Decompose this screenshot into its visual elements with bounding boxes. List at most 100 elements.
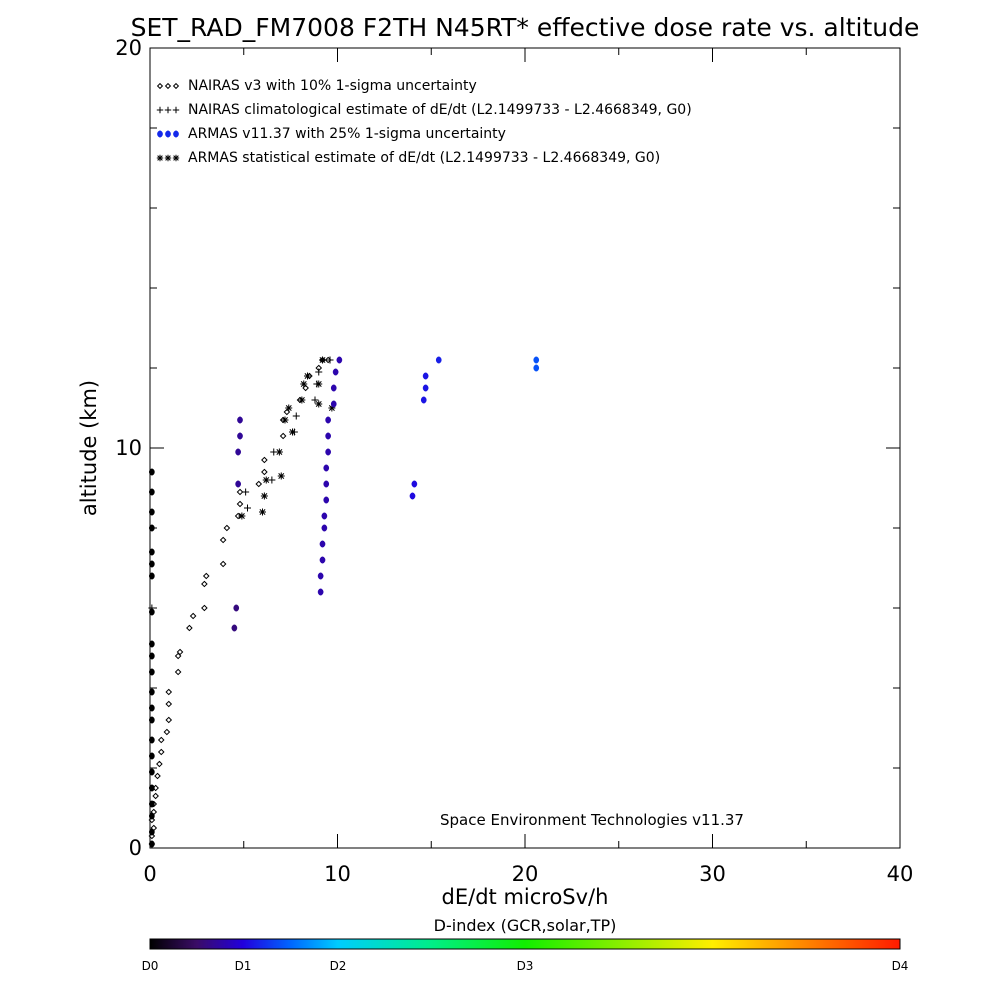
armas-statistical-point [260,492,268,500]
y-tick-label: 0 [129,836,142,860]
armas-point [149,828,155,836]
nairas-point [157,736,165,744]
legend-icon-plus [164,106,172,114]
legend-icon-plus [156,106,164,114]
armas-point [149,524,155,532]
nairas-point [176,648,184,656]
legend-entry-armas-statistical: ARMAS statistical estimate of dE/dt (L2.… [188,150,660,166]
armas-statistical-point [300,380,308,388]
armas-point [149,840,155,848]
nairas-point [152,792,159,800]
armas-point [420,396,427,404]
nairas-climatological-point [315,368,323,376]
armas-statistical-point [304,372,311,380]
armas-point [323,496,330,504]
armas-point [323,464,330,472]
legend-entry-nairas-climatological: NAIRAS climatological estimate of dE/dt … [188,102,692,118]
legend-icon-dot [157,130,163,138]
armas-point [235,480,241,488]
colorbar-label: D3 [517,959,534,973]
armas-statistical-point [289,428,296,436]
nairas-climatological-point [292,412,300,420]
armas-statistical-point [238,512,246,520]
colorbar-labels: D0 D1 D2 D3 D4 [142,959,909,973]
armas-point [317,572,324,580]
armas-point [325,448,331,456]
armas-point [149,800,155,808]
legend-icon-diamond [156,82,164,90]
armas-point [149,640,155,648]
armas-point [323,480,330,488]
x-axis-label: dE/dt microSv/h [442,885,609,909]
x-tick-label: 40 [887,862,914,886]
armas-statistical-point [319,356,326,364]
nairas-climatological-point [311,396,319,404]
armas-point [235,448,241,456]
armas-point [149,688,155,696]
credit-label: Space Environment Technologies v11.37 [440,811,744,829]
nairas-point [255,480,263,488]
armas-point [411,480,418,488]
armas-statistical-point [328,404,336,412]
armas-point [336,356,343,364]
nairas-point [202,572,210,580]
armas-point [317,588,324,596]
armas-statistical-point [298,396,306,404]
armas-point [325,432,331,440]
nairas-point [156,760,163,768]
legend-icon-dot [165,130,171,138]
nairas-point [154,772,161,780]
armas-point [149,716,155,724]
armas-point [422,384,429,392]
armas-statistical-point [285,404,293,412]
armas-point [330,400,337,408]
legend: NAIRAS v3 with 10% 1-sigma uncertainty N… [156,78,692,166]
legend-icon-diamond [172,82,180,90]
armas-statistical-point [281,416,289,424]
armas-point [149,752,155,760]
nairas-point [236,488,244,496]
armas-statistical-point [277,472,285,480]
nairas-point [186,624,193,632]
armas-point [325,416,331,424]
armas-point [231,624,238,632]
armas-point [233,604,240,612]
colorbar-label: D0 [142,959,159,973]
colorbar [149,938,901,950]
nairas-climatological-point [244,504,251,512]
axis-tick-labels: 0 10 20 30 40 0 10 20 [115,36,913,886]
armas-point [149,548,155,556]
plot-frame [149,47,901,849]
legend-icon-plus [172,106,180,114]
armas-point [321,512,328,520]
armas-point [149,812,155,820]
nairas-climatological-point [242,488,250,496]
nairas-point [165,716,173,724]
armas-point [319,556,326,564]
nairas-point [165,700,173,708]
nairas-point [189,612,197,620]
x-tick-label: 0 [143,862,156,886]
armas-statistical-point [259,508,266,516]
armas-point [149,608,155,616]
nairas-point [261,456,268,464]
y-tick-label: 20 [115,36,142,60]
armas-point [435,356,442,364]
colorbar-label: D4 [892,959,909,973]
armas-point [237,416,243,424]
x-tick-label: 20 [512,862,539,886]
armas-point [533,364,540,372]
nairas-point [236,500,244,508]
x-tick-label: 30 [699,862,726,886]
armas-statistical-point [275,448,283,456]
x-tick-label: 10 [324,862,351,886]
armas-point [149,736,155,744]
armas-point [149,488,155,496]
armas-statistical-point [315,380,323,388]
armas-point [533,356,540,364]
nairas-point [279,432,287,440]
armas-point [149,652,155,660]
armas-point [149,572,155,580]
armas-point [319,540,326,548]
